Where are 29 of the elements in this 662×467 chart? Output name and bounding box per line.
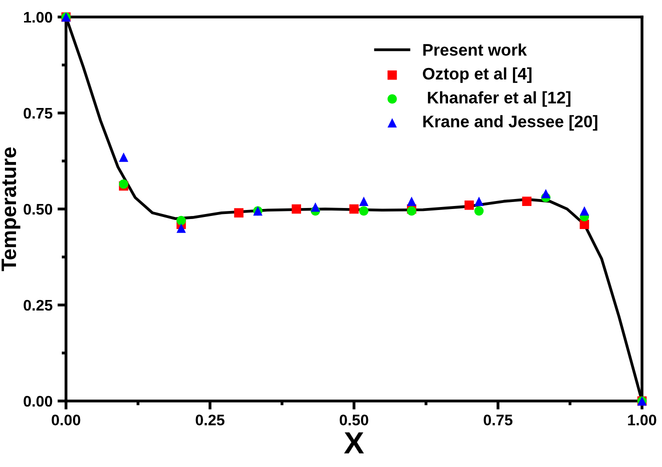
legend-label: Present work [423,44,527,56]
point [464,200,474,210]
legend-label: Khanafer et al [12] [428,91,570,107]
point [474,206,484,216]
text: 1.00 [628,414,656,426]
text: 0.50 [340,414,368,426]
point [118,152,128,162]
point [176,224,186,233]
text: 0.00 [52,414,80,426]
text: 1.00 [24,12,52,23]
point [580,206,590,216]
point [292,204,302,214]
point [474,196,484,206]
legend-label: Oztop et al [4] [422,67,532,83]
point [234,208,244,218]
point [359,206,368,216]
point [310,202,320,212]
point [349,204,359,214]
y-axis-title: Temperature [2,147,20,272]
text: 0.50 [24,204,52,215]
point [359,196,368,206]
point [522,196,532,206]
point [541,188,550,198]
point [176,216,186,226]
legend-label: Krane and Jessee [20] [423,115,598,131]
point [406,196,416,206]
x-axis-title: X [344,432,364,454]
text: 0.00 [24,396,52,407]
point [580,220,590,230]
